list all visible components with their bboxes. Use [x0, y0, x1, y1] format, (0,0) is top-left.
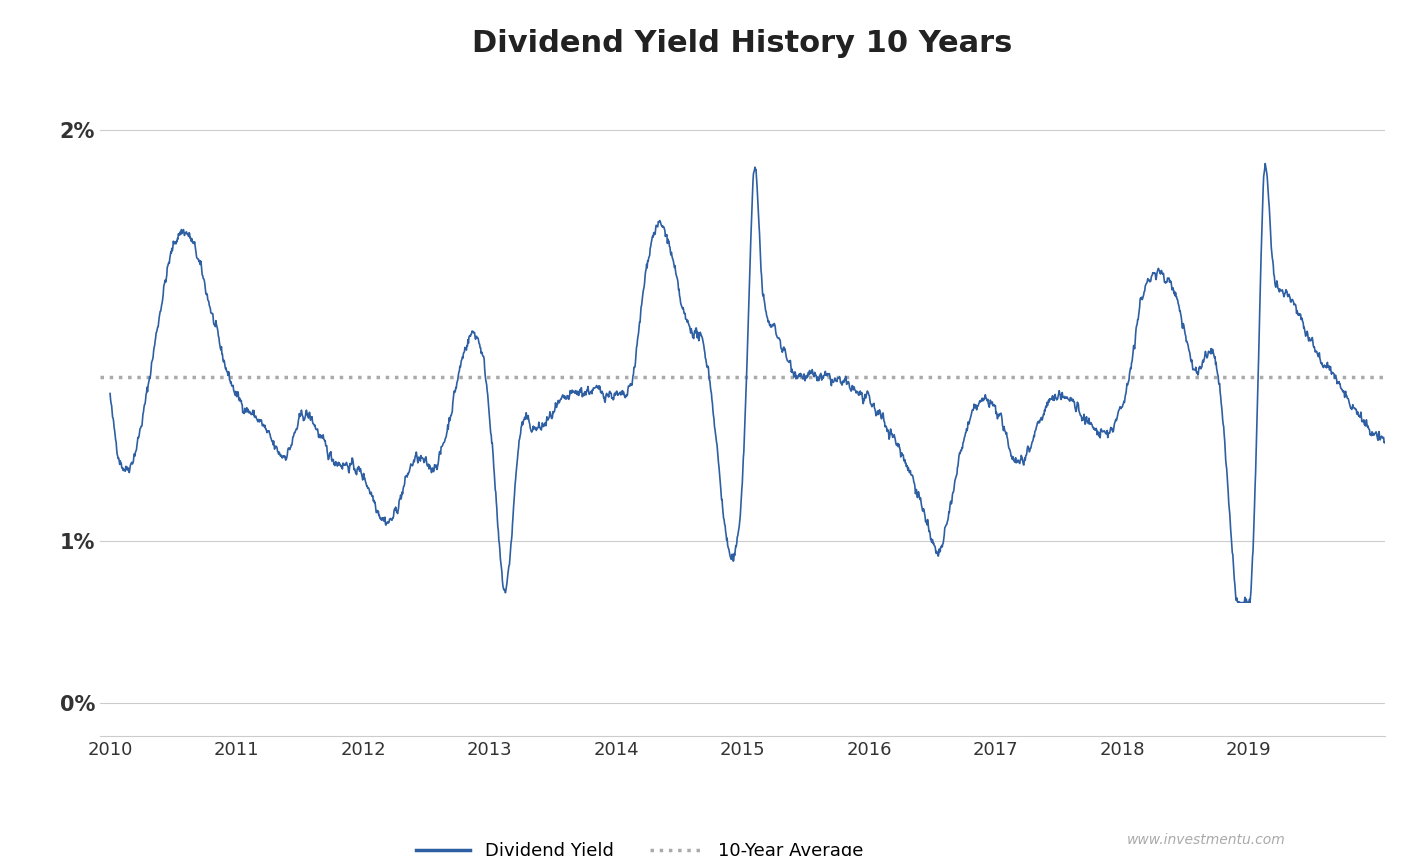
Title: Dividend Yield History 10 Years: Dividend Yield History 10 Years: [473, 29, 1012, 58]
Text: www.investmentu.com: www.investmentu.com: [1127, 834, 1285, 847]
Legend: Dividend Yield, 10-Year Average: Dividend Yield, 10-Year Average: [408, 835, 871, 856]
